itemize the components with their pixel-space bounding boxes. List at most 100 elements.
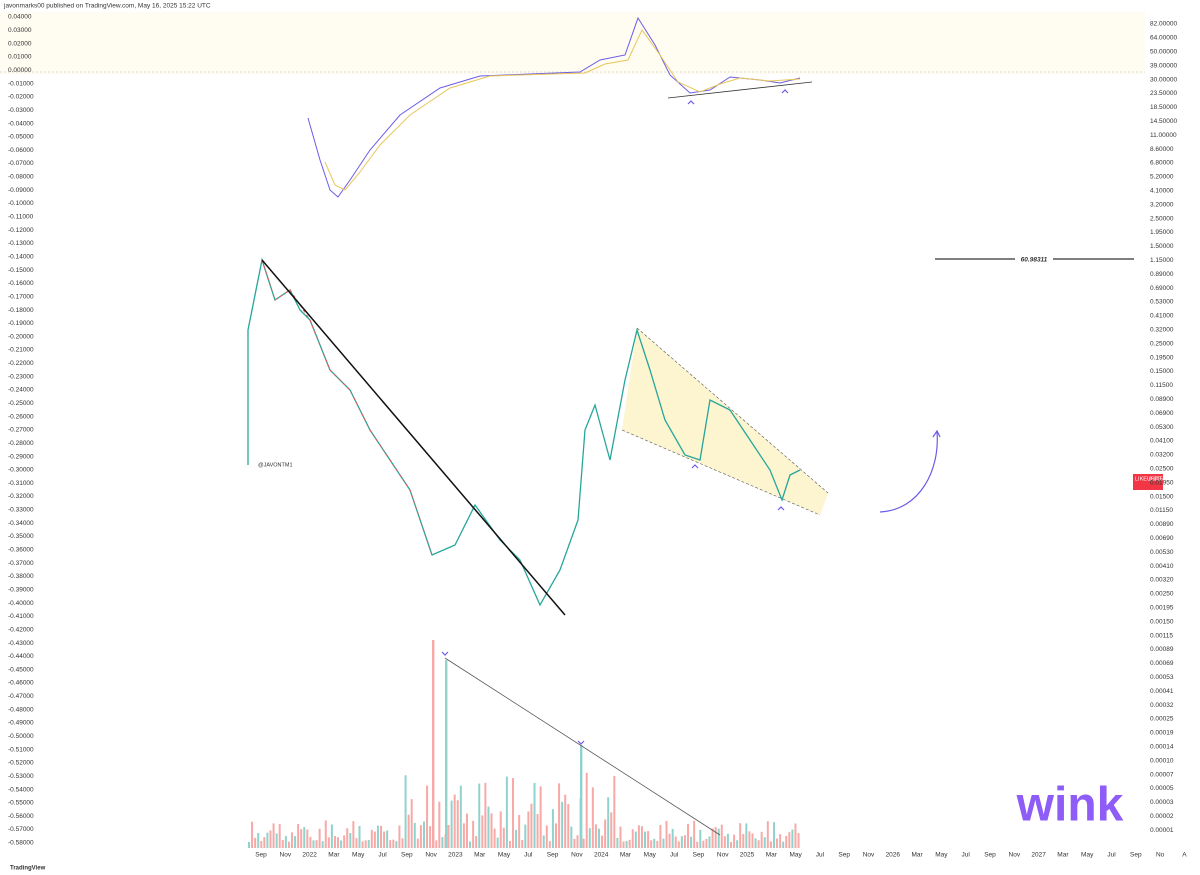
left-axis-label: -0.25000: [8, 400, 34, 407]
volume-bar: [628, 839, 631, 848]
watermark: wink: [1016, 779, 1124, 832]
volume-bar: [647, 831, 650, 848]
right-axis-label: 0.00069: [1150, 660, 1174, 667]
volume-bar: [637, 825, 640, 848]
x-axis-label: Nov: [863, 852, 875, 859]
volume-bar: [496, 837, 499, 848]
volume-bar: [558, 783, 561, 848]
x-axis-label: Sep: [984, 852, 996, 859]
volume-bar: [662, 838, 665, 848]
left-axis-label: -0.15000: [8, 267, 34, 274]
volume-bar: [640, 826, 643, 848]
left-axis-label: -0.37000: [8, 560, 34, 567]
volume-bar: [505, 776, 508, 848]
x-axis-label: Jul: [962, 852, 971, 859]
price-tag: [1133, 474, 1163, 490]
x-axis-label: May: [644, 852, 657, 859]
volume-bar: [515, 829, 518, 848]
volume-bar: [429, 826, 432, 848]
x-axis-label: Mar: [620, 852, 632, 859]
left-axis-label: -0.48000: [8, 706, 34, 713]
volume-bar: [346, 828, 349, 848]
volume-bar: [736, 840, 739, 848]
level-box: [1015, 255, 1053, 264]
volume-bar: [287, 841, 290, 848]
volume-bar: [601, 835, 604, 848]
x-axis-label: 2027: [1031, 852, 1046, 859]
x-axis-label: No: [1156, 852, 1165, 859]
right-axis-label: 3.20000: [1150, 201, 1174, 208]
x-axis-label: 2023: [448, 852, 463, 859]
right-axis-label: 39.00000: [1150, 62, 1177, 69]
volume-bar: [644, 831, 647, 848]
x-axis-label: 2024: [594, 852, 609, 859]
left-axis-label: 0.01000: [8, 54, 32, 61]
volume-bar: [656, 840, 659, 848]
volume-bar: [321, 841, 324, 848]
volume-bar: [469, 841, 472, 848]
volume-bar: [733, 834, 736, 848]
volume-bar: [404, 775, 407, 848]
volume-bar: [294, 836, 297, 848]
x-axis-label: May: [935, 852, 948, 859]
volume-bar: [297, 823, 300, 848]
right-axis-label: 0.00150: [1150, 618, 1174, 625]
left-axis-label: -0.27000: [8, 427, 34, 434]
right-axis-label: 0.00019: [1150, 730, 1174, 737]
left-axis-label: -0.23000: [8, 373, 34, 380]
volume-bar: [254, 837, 257, 848]
volume-bar: [576, 835, 579, 848]
trendline: [667, 81, 813, 99]
right-axis-label: 0.08900: [1150, 396, 1174, 403]
left-axis-label: -0.50000: [8, 733, 34, 740]
left-axis-label: -0.36000: [8, 547, 34, 554]
volume-bar: [419, 825, 422, 848]
volume-bar: [352, 821, 355, 848]
volume-bar: [791, 829, 794, 848]
volume-bar: [548, 841, 551, 848]
left-axis-label: -0.16000: [8, 280, 34, 287]
volume-bar: [760, 831, 763, 848]
volume-bar: [281, 840, 284, 848]
right-axis-label: 0.00041: [1150, 688, 1174, 695]
volume-bar: [533, 782, 536, 848]
x-axis-label: 2026: [886, 852, 901, 859]
left-axis-label: -0.21000: [8, 347, 34, 354]
volume-bar: [687, 823, 690, 848]
right-axis-label: 14.50000: [1150, 118, 1177, 125]
volume-bar: [693, 820, 696, 848]
volume-bar: [459, 785, 462, 848]
volume-bar: [524, 824, 527, 848]
right-axis-label: 0.00115: [1150, 632, 1173, 639]
left-axis-label: -0.47000: [8, 693, 34, 700]
volume-bar: [613, 775, 616, 848]
volume-bar: [367, 839, 370, 848]
left-axis-label: -0.30000: [8, 467, 34, 474]
x-axis-label: Nov: [280, 852, 292, 859]
right-axis-label: 50.00000: [1150, 49, 1177, 56]
left-axis-label: -0.24000: [8, 387, 34, 394]
author-tag: @JAVONTM1: [258, 462, 293, 468]
volume-bar: [597, 828, 600, 848]
volume-bar: [450, 800, 453, 848]
right-axis-label: 0.00089: [1150, 646, 1174, 653]
left-axis-label: -0.04000: [8, 120, 34, 127]
volume-bar: [794, 823, 797, 848]
volume-bar: [490, 813, 493, 848]
left-axis-label: -0.09000: [8, 187, 34, 194]
left-axis-label: -0.02000: [8, 94, 34, 101]
x-axis-label: May: [498, 852, 511, 859]
left-axis-label: -0.41000: [8, 613, 34, 620]
volume-bar: [717, 828, 720, 848]
price: [247, 257, 801, 607]
right-axis-label: 0.53000: [1150, 299, 1174, 306]
right-axis-label: 0.32000: [1150, 327, 1174, 334]
volume-bar: [465, 813, 468, 848]
volume-bar: [355, 838, 358, 848]
volume-bar: [674, 836, 677, 848]
volume-bar: [475, 836, 478, 848]
volume-bar: [604, 819, 607, 848]
x-axis-label: Jul: [524, 852, 533, 859]
volume-bar: [484, 782, 487, 848]
right-axis-label: 6.80000: [1150, 160, 1174, 167]
